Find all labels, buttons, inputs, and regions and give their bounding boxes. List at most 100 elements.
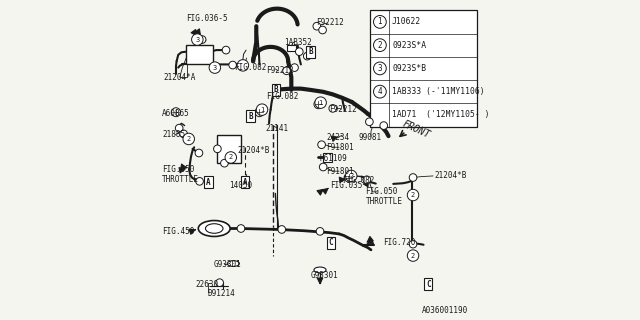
- Bar: [424, 278, 433, 290]
- Text: 1AD71  ('12MY1105- ): 1AD71 ('12MY1105- ): [392, 110, 490, 119]
- Circle shape: [374, 62, 387, 75]
- Text: 0923S*A: 0923S*A: [392, 41, 426, 50]
- Circle shape: [191, 34, 203, 45]
- Circle shape: [315, 97, 326, 108]
- Text: 21204*B: 21204*B: [435, 172, 467, 180]
- Circle shape: [278, 226, 285, 233]
- Ellipse shape: [205, 224, 223, 233]
- Text: C: C: [329, 238, 333, 247]
- Text: B: B: [308, 47, 313, 56]
- Text: F91801: F91801: [326, 143, 353, 152]
- Circle shape: [237, 225, 245, 232]
- Text: 4: 4: [378, 87, 382, 96]
- Circle shape: [221, 159, 228, 167]
- Bar: [323, 153, 332, 162]
- Text: 3: 3: [378, 64, 382, 73]
- Text: 21204*A: 21204*A: [164, 73, 196, 82]
- Text: FIG.036-5: FIG.036-5: [186, 14, 228, 23]
- Bar: [307, 46, 315, 58]
- Circle shape: [409, 174, 417, 181]
- Text: G93301: G93301: [310, 271, 338, 280]
- Circle shape: [296, 48, 303, 55]
- Text: 99081: 99081: [358, 132, 381, 141]
- Text: 0923S*B: 0923S*B: [392, 64, 426, 73]
- Text: 21141: 21141: [266, 124, 289, 132]
- Text: 2: 2: [228, 155, 233, 160]
- Text: G93301: G93301: [213, 260, 241, 269]
- Text: B: B: [274, 85, 278, 94]
- Circle shape: [316, 228, 324, 235]
- Circle shape: [374, 15, 387, 28]
- Circle shape: [175, 124, 183, 132]
- Text: FIG.720: FIG.720: [383, 238, 415, 247]
- Bar: [327, 237, 335, 249]
- Circle shape: [209, 62, 221, 73]
- Bar: [287, 45, 296, 51]
- Text: 3: 3: [212, 65, 217, 71]
- Circle shape: [363, 176, 371, 184]
- Text: FIG.050: FIG.050: [365, 188, 398, 196]
- Circle shape: [255, 108, 264, 117]
- Circle shape: [303, 52, 311, 60]
- Circle shape: [225, 152, 237, 163]
- Text: 1AB352: 1AB352: [284, 38, 312, 47]
- Circle shape: [180, 130, 188, 138]
- Text: FIG.082: FIG.082: [342, 176, 374, 185]
- Bar: [371, 10, 477, 126]
- Circle shape: [237, 60, 248, 71]
- Text: 22630: 22630: [196, 280, 219, 289]
- Text: 3: 3: [195, 36, 200, 43]
- Bar: [241, 176, 249, 188]
- Circle shape: [172, 108, 180, 117]
- Circle shape: [319, 26, 326, 34]
- Text: FIG.082: FIG.082: [234, 63, 266, 72]
- Text: F92212: F92212: [266, 66, 294, 75]
- Circle shape: [214, 145, 221, 153]
- Circle shape: [319, 163, 327, 171]
- Text: 1: 1: [319, 100, 323, 106]
- Text: A: A: [206, 178, 211, 187]
- Circle shape: [374, 39, 387, 52]
- Text: F91801: F91801: [326, 167, 353, 176]
- Text: FIG.035: FIG.035: [330, 181, 363, 190]
- Circle shape: [283, 67, 291, 75]
- Text: 1AB333 (-'11MY1106): 1AB333 (-'11MY1106): [392, 87, 484, 96]
- Circle shape: [409, 240, 417, 248]
- Text: 1: 1: [260, 107, 264, 113]
- Text: FIG.050: FIG.050: [163, 165, 195, 174]
- Circle shape: [407, 189, 419, 201]
- Text: F92212: F92212: [316, 19, 344, 28]
- Circle shape: [316, 99, 324, 107]
- Circle shape: [329, 105, 337, 112]
- Circle shape: [407, 250, 419, 261]
- Text: F92212: F92212: [330, 105, 357, 114]
- Circle shape: [314, 100, 323, 109]
- Text: 14050: 14050: [229, 181, 252, 190]
- Bar: [204, 176, 212, 188]
- Text: 24234: 24234: [326, 133, 349, 142]
- Ellipse shape: [198, 220, 230, 236]
- Circle shape: [346, 170, 357, 182]
- Text: B: B: [248, 112, 253, 121]
- Bar: [186, 45, 213, 64]
- Text: 2: 2: [411, 252, 415, 259]
- Text: 1: 1: [378, 17, 382, 26]
- Circle shape: [183, 133, 195, 145]
- Text: A: A: [243, 178, 248, 187]
- Circle shape: [256, 104, 268, 116]
- Text: 2: 2: [411, 192, 415, 198]
- Text: A60865: A60865: [163, 109, 190, 118]
- Text: FRONT: FRONT: [400, 119, 431, 140]
- Text: 21885: 21885: [163, 130, 186, 139]
- Bar: [272, 84, 280, 96]
- Text: THROTTLE: THROTTLE: [365, 197, 403, 206]
- Circle shape: [313, 22, 321, 30]
- Ellipse shape: [227, 261, 239, 267]
- Circle shape: [365, 118, 373, 125]
- Text: 2: 2: [349, 173, 353, 179]
- Circle shape: [229, 61, 237, 69]
- Text: 21204*B: 21204*B: [237, 146, 269, 155]
- Ellipse shape: [314, 267, 326, 273]
- Circle shape: [374, 85, 387, 98]
- Bar: [246, 110, 255, 122]
